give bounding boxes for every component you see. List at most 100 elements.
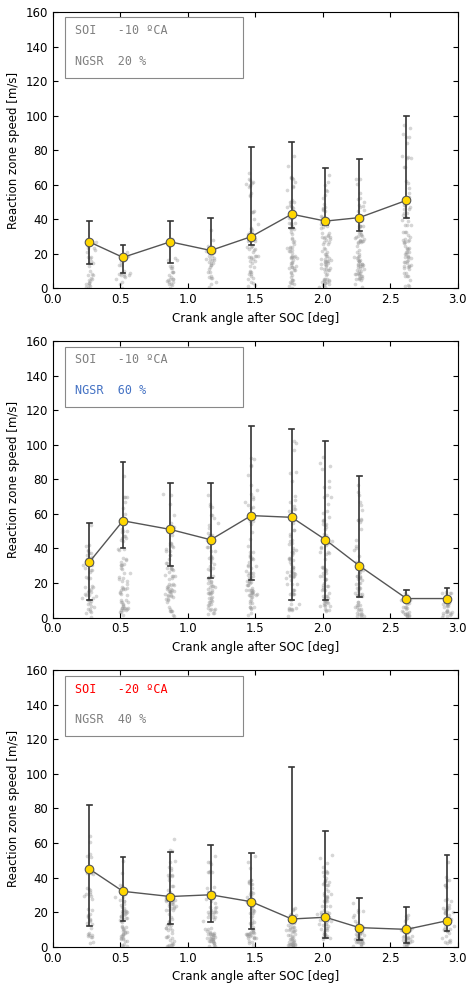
- Point: [325, 905, 332, 921]
- Point: [321, 199, 328, 215]
- Point: [443, 923, 451, 939]
- FancyBboxPatch shape: [65, 675, 243, 737]
- Point: [117, 932, 125, 947]
- Point: [243, 894, 251, 910]
- Point: [205, 550, 213, 566]
- Point: [403, 135, 411, 150]
- Point: [401, 921, 409, 937]
- Point: [206, 933, 214, 948]
- Point: [353, 606, 361, 622]
- Point: [83, 848, 91, 864]
- Point: [86, 570, 94, 586]
- Point: [407, 229, 414, 245]
- Point: [247, 925, 255, 940]
- Point: [209, 240, 217, 255]
- Point: [321, 582, 328, 598]
- Point: [355, 513, 362, 529]
- Point: [324, 578, 332, 594]
- Point: [359, 218, 367, 234]
- Point: [247, 589, 255, 605]
- Point: [401, 225, 409, 241]
- Point: [401, 239, 409, 254]
- Point: [291, 261, 298, 277]
- Point: [88, 862, 95, 878]
- Point: [247, 895, 255, 911]
- Point: [443, 603, 451, 619]
- Point: [249, 919, 256, 935]
- Point: [283, 564, 291, 580]
- Point: [122, 910, 129, 926]
- Point: [83, 880, 91, 896]
- Point: [285, 938, 293, 953]
- Point: [120, 902, 128, 918]
- Point: [88, 517, 95, 533]
- Point: [350, 249, 358, 265]
- Point: [246, 263, 254, 279]
- Point: [292, 566, 299, 582]
- Point: [203, 880, 211, 896]
- Point: [359, 256, 366, 272]
- Point: [353, 927, 360, 942]
- Point: [320, 903, 328, 919]
- Point: [402, 210, 410, 226]
- Point: [354, 176, 361, 192]
- Point: [247, 894, 255, 910]
- Point: [289, 179, 297, 195]
- Point: [356, 586, 364, 602]
- Point: [246, 548, 254, 564]
- Point: [358, 279, 365, 295]
- Point: [288, 230, 295, 246]
- Point: [443, 591, 451, 607]
- Point: [166, 854, 174, 870]
- Point: [244, 467, 251, 483]
- Point: [319, 219, 327, 235]
- Point: [319, 932, 327, 947]
- Point: [320, 241, 328, 256]
- Point: [86, 544, 93, 560]
- Point: [325, 510, 332, 526]
- Point: [356, 251, 364, 267]
- Point: [358, 511, 365, 527]
- Text: SOI   -10 ºCA: SOI -10 ºCA: [75, 353, 168, 366]
- Point: [401, 599, 409, 615]
- Point: [439, 900, 447, 916]
- Point: [403, 245, 410, 260]
- Point: [117, 265, 125, 281]
- Point: [85, 928, 93, 943]
- Point: [325, 225, 332, 241]
- Point: [86, 595, 93, 611]
- Point: [204, 921, 212, 937]
- Point: [358, 212, 365, 228]
- Point: [119, 927, 127, 942]
- Point: [170, 608, 177, 624]
- Point: [405, 244, 412, 259]
- Point: [403, 607, 410, 623]
- Point: [169, 867, 176, 883]
- Point: [441, 920, 449, 936]
- Point: [205, 934, 213, 949]
- Point: [443, 608, 450, 624]
- Point: [321, 873, 328, 889]
- Point: [355, 263, 363, 279]
- Point: [287, 596, 295, 612]
- Point: [86, 602, 94, 618]
- Point: [208, 577, 216, 593]
- Point: [247, 263, 255, 279]
- Point: [408, 920, 416, 936]
- Point: [204, 863, 212, 879]
- Point: [447, 911, 455, 927]
- Point: [354, 904, 362, 920]
- Point: [292, 174, 299, 190]
- Point: [291, 586, 298, 602]
- Point: [321, 203, 328, 219]
- Point: [401, 589, 408, 605]
- Point: [320, 575, 328, 591]
- Point: [289, 544, 297, 560]
- Point: [247, 477, 255, 493]
- Point: [248, 204, 256, 220]
- Point: [208, 507, 216, 523]
- Point: [440, 921, 447, 937]
- Point: [357, 602, 365, 618]
- Point: [207, 576, 214, 592]
- Point: [167, 269, 175, 285]
